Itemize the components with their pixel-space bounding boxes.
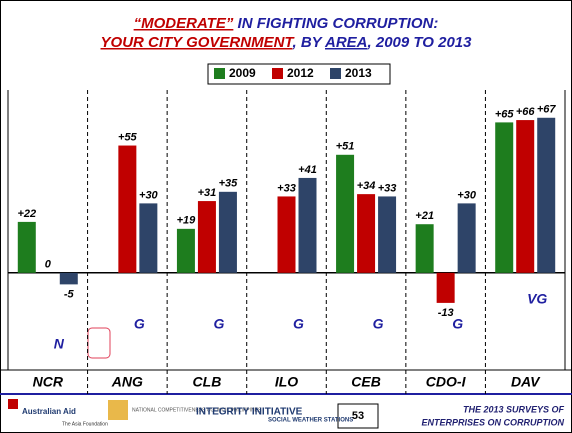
page-box xyxy=(337,403,379,429)
legend-label: 2009 xyxy=(229,66,256,80)
logo-text: SOCIAL WEATHER STATIONS xyxy=(268,418,353,424)
bar xyxy=(298,177,317,273)
bar xyxy=(139,203,158,273)
data-label: +66 xyxy=(516,106,536,118)
legend-swatch xyxy=(272,68,283,79)
title-part: IN FIGHTING CORRUPTION: xyxy=(233,15,438,32)
bar xyxy=(436,272,455,303)
bar xyxy=(277,196,296,273)
data-label: +35 xyxy=(219,178,239,190)
legend-swatch xyxy=(214,68,225,79)
data-label: +33 xyxy=(378,182,397,194)
x-tick-label: CEB xyxy=(351,374,381,390)
legend-swatch xyxy=(330,68,341,79)
title-part: YOUR CITY GOVERNMENT xyxy=(101,34,296,51)
legend-box xyxy=(207,63,391,85)
bar xyxy=(415,224,434,273)
rating-label: G xyxy=(293,316,304,332)
data-label: +55 xyxy=(118,131,138,143)
data-label: +21 xyxy=(415,210,434,222)
chart-title: YOUR CITY GOVERNMENT, BY AREA, 2009 TO 2… xyxy=(101,34,473,51)
rating-label: G xyxy=(452,316,463,332)
data-label: +22 xyxy=(17,208,36,220)
bar xyxy=(537,117,556,273)
data-label: +31 xyxy=(198,187,217,199)
bar xyxy=(118,145,137,273)
data-label: +30 xyxy=(457,189,477,201)
bar xyxy=(495,122,514,273)
bar xyxy=(378,196,397,273)
rating-label: VG xyxy=(527,291,547,307)
bar xyxy=(516,120,535,273)
data-label: -13 xyxy=(438,307,454,319)
data-label: +41 xyxy=(298,164,317,176)
chart-title: “MODERATE” IN FIGHTING CORRUPTION: xyxy=(134,15,439,32)
title-part: AREA xyxy=(324,34,368,51)
data-label: +34 xyxy=(357,180,376,192)
title-part: “MODERATE” xyxy=(134,15,234,32)
bar xyxy=(357,194,376,273)
page-number: 53 xyxy=(352,410,364,422)
bar xyxy=(336,154,355,273)
data-label: +30 xyxy=(139,189,159,201)
bar xyxy=(17,221,36,273)
rating-label: G xyxy=(134,316,145,332)
logo-text: Australian Aid xyxy=(22,407,76,416)
title-part: , BY xyxy=(291,34,325,51)
legend-label: 2012 xyxy=(287,66,314,80)
bar xyxy=(218,191,237,273)
data-label: +33 xyxy=(277,182,296,194)
x-tick-label: NCR xyxy=(33,374,64,390)
title-part: , 2009 TO 2013 xyxy=(367,34,473,51)
rating-label: G xyxy=(373,316,384,332)
data-label: 0 xyxy=(45,259,52,271)
bar xyxy=(197,201,216,273)
logo-icon xyxy=(108,400,128,420)
data-label: +65 xyxy=(495,108,515,120)
data-label: +19 xyxy=(177,215,197,227)
x-tick-label: ANG xyxy=(111,374,143,390)
x-tick-label: CDO-I xyxy=(426,374,467,390)
logo-icon xyxy=(8,399,18,409)
footer-caption: THE 2013 SURVEYS OF xyxy=(463,404,565,414)
rating-label: N xyxy=(54,336,65,352)
footer-caption: ENTERPRISES ON CORRUPTION xyxy=(421,417,564,427)
legend-label: 2013 xyxy=(345,66,372,80)
logo-text: The Asia Foundation xyxy=(62,421,108,427)
x-tick-label: ILO xyxy=(275,374,298,390)
data-label: +51 xyxy=(336,141,355,153)
data-label: +67 xyxy=(537,104,557,116)
x-tick-label: DAV xyxy=(511,374,541,390)
x-tick-label: CLB xyxy=(193,374,222,390)
rating-label: G xyxy=(213,316,224,332)
bar xyxy=(176,228,195,273)
bar xyxy=(457,203,476,273)
logo-text: NATIONAL COMPETITIVENESS COUNCIL PHILIPP… xyxy=(132,407,262,413)
data-label: -5 xyxy=(64,288,75,300)
logo-text: INTEGRITY INITIATIVE xyxy=(196,407,303,418)
bar xyxy=(59,272,78,285)
